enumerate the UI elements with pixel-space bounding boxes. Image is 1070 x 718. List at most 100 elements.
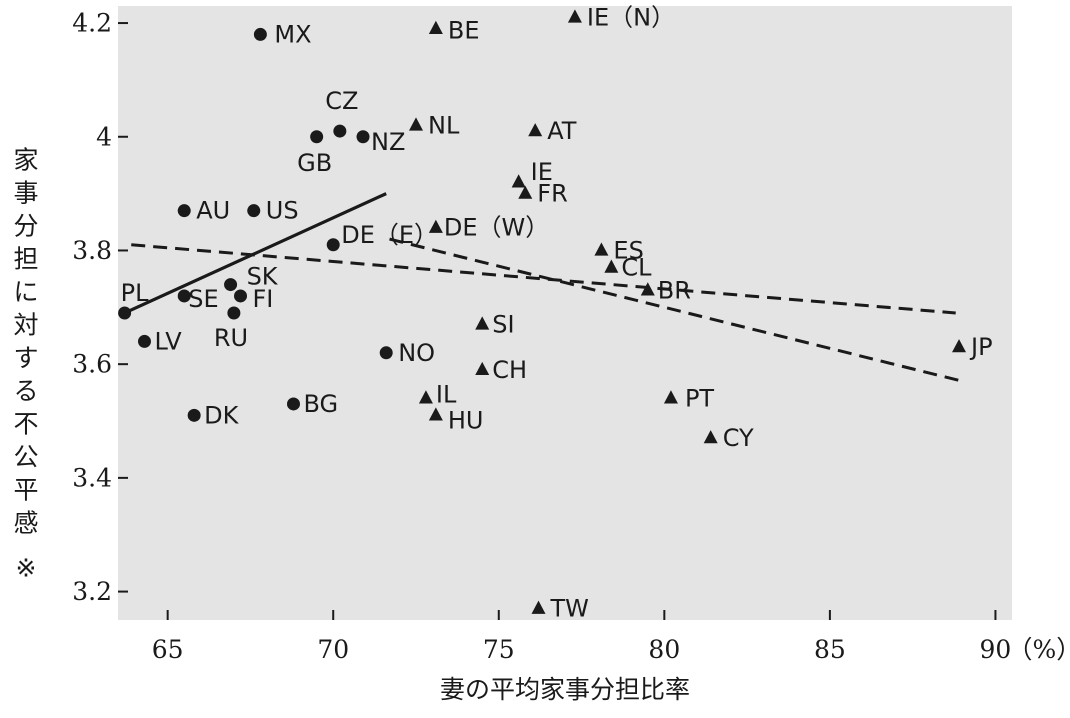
- x-tick-label: 75: [483, 635, 515, 664]
- point-label: BR: [658, 276, 691, 304]
- point-label: PL: [121, 279, 149, 307]
- point-marker-triangle: [531, 600, 546, 614]
- point-marker-triangle: [663, 390, 678, 404]
- point-label: PT: [685, 384, 714, 412]
- point-label: ES: [613, 236, 643, 264]
- y-axis-note-mark: ※: [16, 554, 37, 583]
- point-label: FR: [537, 180, 567, 208]
- point-marker-triangle: [604, 259, 619, 273]
- x-tick-label: 90: [980, 635, 1012, 664]
- y-axis-title-char: 感: [13, 509, 38, 538]
- point-marker-circle: [310, 130, 324, 144]
- point-marker-circle: [247, 204, 261, 218]
- point-marker-circle: [118, 306, 132, 320]
- trend-line-dashed-3: [389, 237, 963, 383]
- point-marker-circle: [326, 238, 340, 252]
- point-marker-triangle: [409, 117, 423, 131]
- y-tick-label: 4: [96, 122, 112, 151]
- point-label: HU: [448, 406, 484, 434]
- point-label: IE: [531, 158, 553, 186]
- point-marker-triangle: [528, 123, 543, 137]
- point-label: RU: [214, 324, 248, 352]
- y-tick-label: 3.6: [72, 350, 112, 379]
- point-marker-circle: [379, 346, 393, 360]
- point-marker-triangle: [428, 407, 443, 421]
- point-marker-triangle: [640, 282, 655, 296]
- x-tick-label: 85: [814, 635, 846, 664]
- y-axis-title-char: 家: [13, 146, 38, 175]
- point-label: CY: [723, 424, 754, 452]
- data-markers: [118, 9, 967, 614]
- y-axis-title-char: 分: [13, 212, 38, 241]
- point-label: IL: [436, 380, 457, 408]
- x-axis-title: 妻の平均家事分担比率: [440, 675, 690, 704]
- y-axis-title-char: 担: [13, 245, 38, 274]
- point-label: AT: [547, 117, 577, 145]
- point-marker-circle: [253, 27, 267, 41]
- point-label: CZ: [325, 87, 358, 115]
- point-label: SE: [188, 285, 218, 313]
- y-tick-label: 3.4: [72, 463, 112, 492]
- point-label: US: [266, 197, 299, 225]
- point-label: JP: [969, 333, 993, 361]
- point-label: GB: [297, 149, 332, 177]
- point-marker-triangle: [475, 316, 490, 330]
- y-tick-label: 4.2: [72, 9, 112, 38]
- y-tick-label: 3.8: [72, 236, 112, 265]
- plot-area: [118, 6, 1012, 620]
- trend-line-solid-1: [123, 192, 387, 315]
- point-marker-circle: [177, 289, 191, 303]
- point-label: BG: [303, 390, 338, 418]
- point-marker-circle: [137, 334, 151, 348]
- point-label: CH: [492, 356, 527, 384]
- point-marker-circle: [234, 289, 248, 303]
- y-axis-title-char: 公: [13, 443, 38, 472]
- point-label: AU: [196, 197, 230, 225]
- trend-lines: [123, 192, 963, 383]
- point-label: MX: [274, 20, 311, 48]
- y-tick-label: 3.2: [72, 577, 112, 606]
- point-marker-circle: [333, 124, 347, 138]
- point-marker-circle: [224, 278, 238, 292]
- y-axis-title-char: 不: [13, 410, 38, 439]
- point-label: BE: [448, 17, 480, 45]
- point-label: DE（W）: [444, 214, 549, 242]
- point-label: SK: [247, 263, 279, 291]
- point-label: DE（E）: [341, 221, 438, 249]
- y-axis-title-char: 事: [13, 179, 38, 208]
- point-marker-triangle: [428, 219, 443, 233]
- point-marker-triangle: [567, 9, 582, 23]
- point-label: NZ: [371, 128, 405, 156]
- point-marker-triangle: [475, 361, 490, 376]
- y-axis-title-char: 平: [13, 476, 38, 505]
- y-axis-title-char: 対: [13, 311, 38, 340]
- point-marker-triangle: [518, 185, 533, 199]
- point-label: NO: [398, 339, 435, 367]
- x-tick-label: 80: [648, 635, 680, 664]
- point-marker-circle: [177, 204, 191, 218]
- point-label: DK: [204, 401, 239, 429]
- point-label: TW: [550, 595, 589, 623]
- point-label: IE（N）: [587, 3, 675, 31]
- y-axis-title-char: る: [13, 377, 38, 406]
- point-marker-circle: [187, 408, 201, 422]
- point-label: FI: [253, 285, 274, 313]
- point-marker-triangle: [428, 20, 443, 34]
- point-marker-triangle: [418, 390, 433, 404]
- point-marker-circle: [356, 130, 370, 144]
- point-label: SI: [492, 310, 514, 338]
- x-tick-label: 70: [317, 635, 349, 664]
- point-label: LV: [154, 327, 182, 355]
- x-tick-label: 65: [152, 635, 184, 664]
- point-marker-triangle: [703, 430, 718, 444]
- trend-line-dashed-2: [131, 243, 956, 315]
- x-axis-ticks: 65 70 75 80 85 90: [152, 610, 1012, 664]
- point-marker-circle: [286, 397, 300, 411]
- point-marker-triangle: [952, 339, 967, 353]
- y-axis-ticks: 3.2 3.4 3.6 3.8 4 4.2: [72, 9, 128, 606]
- point-marker-triangle: [511, 174, 526, 188]
- point-marker-circle: [227, 306, 241, 320]
- point-marker-triangle: [594, 242, 609, 256]
